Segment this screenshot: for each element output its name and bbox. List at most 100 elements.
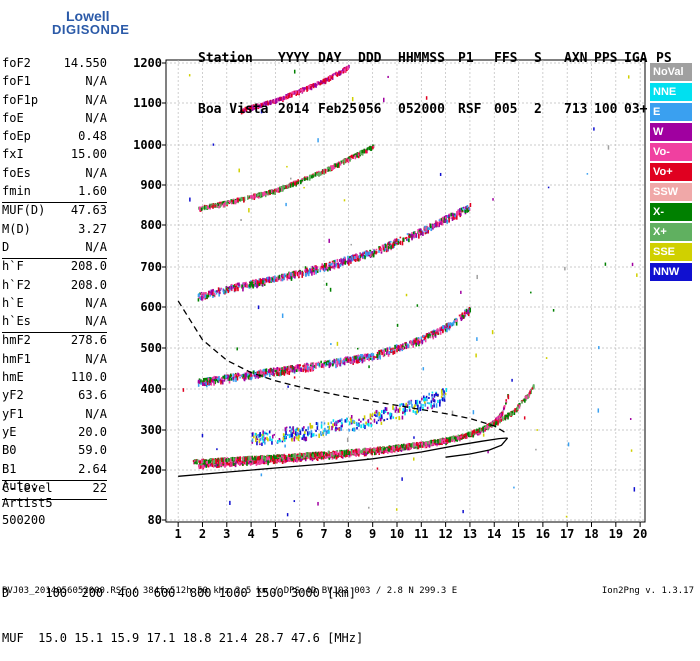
echo-point (254, 456, 256, 461)
echo-point (439, 402, 441, 407)
echo-point (444, 326, 447, 329)
echo-point (402, 446, 405, 451)
echo-point (309, 269, 312, 274)
echo-point (218, 459, 221, 465)
echo-point (428, 392, 430, 396)
echo-point (408, 400, 410, 405)
legend-entry: NNW (650, 263, 692, 281)
echo-point (264, 368, 267, 373)
echo-point (276, 277, 279, 282)
echo-point (219, 203, 221, 208)
echo-point (302, 435, 304, 438)
x-tick-label: 16 (536, 527, 550, 541)
y-tick-label: 700 (140, 260, 162, 274)
x-tick-label: 9 (369, 527, 376, 541)
echo-point (298, 435, 300, 438)
echo-point (216, 290, 218, 293)
y-tick-label: 200 (140, 463, 162, 477)
echo-point (379, 355, 381, 360)
echo-point (216, 458, 218, 462)
echo-point (438, 219, 441, 222)
echo-point (430, 400, 433, 404)
echo-point (462, 434, 465, 438)
echo-point (356, 426, 358, 430)
echo-point (266, 192, 269, 195)
echo-point (275, 189, 278, 193)
echo-point (292, 366, 295, 369)
echo-point (307, 426, 310, 431)
echo-point (268, 454, 271, 457)
echo-point (274, 277, 277, 280)
echo-point (433, 399, 436, 403)
echo-point (371, 251, 373, 254)
echo-point (339, 419, 341, 423)
noise-point (216, 448, 218, 451)
y-tick-label: 800 (140, 218, 162, 232)
noise-point (511, 378, 513, 382)
echo-point (331, 363, 334, 367)
echo-point (298, 364, 300, 367)
param-row: foF1p N/A (2, 93, 107, 111)
echo-point (273, 454, 276, 457)
echo-point (303, 454, 306, 458)
echo-point (455, 321, 458, 326)
y-tick-label: 80 (148, 513, 162, 527)
echo-point (267, 438, 269, 442)
echo-point (295, 453, 297, 458)
echo-point (325, 262, 328, 267)
echo-point (256, 440, 258, 446)
echo-point (382, 247, 385, 250)
param-row: yF2 63.6 (2, 388, 107, 406)
param-value: N/A (85, 110, 107, 125)
param-name: foF2 (2, 56, 31, 70)
echo-point (208, 290, 211, 295)
echo-point (242, 196, 245, 200)
echo-point (395, 417, 397, 420)
param-name: h`E (2, 295, 24, 310)
echo-point (272, 190, 274, 195)
y-tick-label: 300 (140, 423, 162, 437)
legend-entry: Vo- (650, 143, 692, 161)
param-row: hmF2 278.6 (2, 333, 107, 351)
echo-point (443, 396, 446, 399)
echo-point (436, 440, 438, 444)
echo-point (407, 444, 409, 447)
param-value: 208.0 (70, 277, 107, 292)
echo-point (404, 411, 406, 416)
echo-point (228, 200, 231, 203)
echo-point (264, 437, 266, 441)
echo-point (377, 411, 380, 415)
echo-point (247, 372, 249, 377)
echo-point (216, 380, 219, 383)
noise-point (439, 172, 442, 176)
echo-point (310, 432, 313, 436)
echo-point (344, 419, 347, 423)
echo-point (435, 331, 437, 335)
echo-point (408, 443, 411, 447)
echo-point (368, 353, 370, 356)
param-value: N/A (85, 351, 107, 366)
echo-point (292, 271, 295, 276)
echo-point (283, 371, 286, 376)
echo-point (445, 387, 448, 392)
echo-point (484, 426, 486, 431)
echo-point (423, 397, 425, 402)
echo-point (291, 365, 293, 369)
echo-point (375, 409, 378, 413)
echo-point (326, 266, 328, 270)
echo-point (245, 457, 248, 461)
echo-point (261, 456, 264, 460)
echo-point (305, 272, 307, 277)
echo-point (450, 212, 453, 217)
echo-point (243, 461, 246, 465)
echo-point (495, 421, 498, 425)
echo-point (365, 421, 367, 425)
echo-point (412, 235, 415, 239)
echo-point (280, 367, 282, 370)
echo-point (263, 460, 266, 465)
noise-point (356, 347, 359, 350)
echo-point (253, 460, 256, 464)
echo-point (412, 344, 414, 348)
echo-point (408, 405, 411, 410)
echo-point (245, 376, 247, 380)
